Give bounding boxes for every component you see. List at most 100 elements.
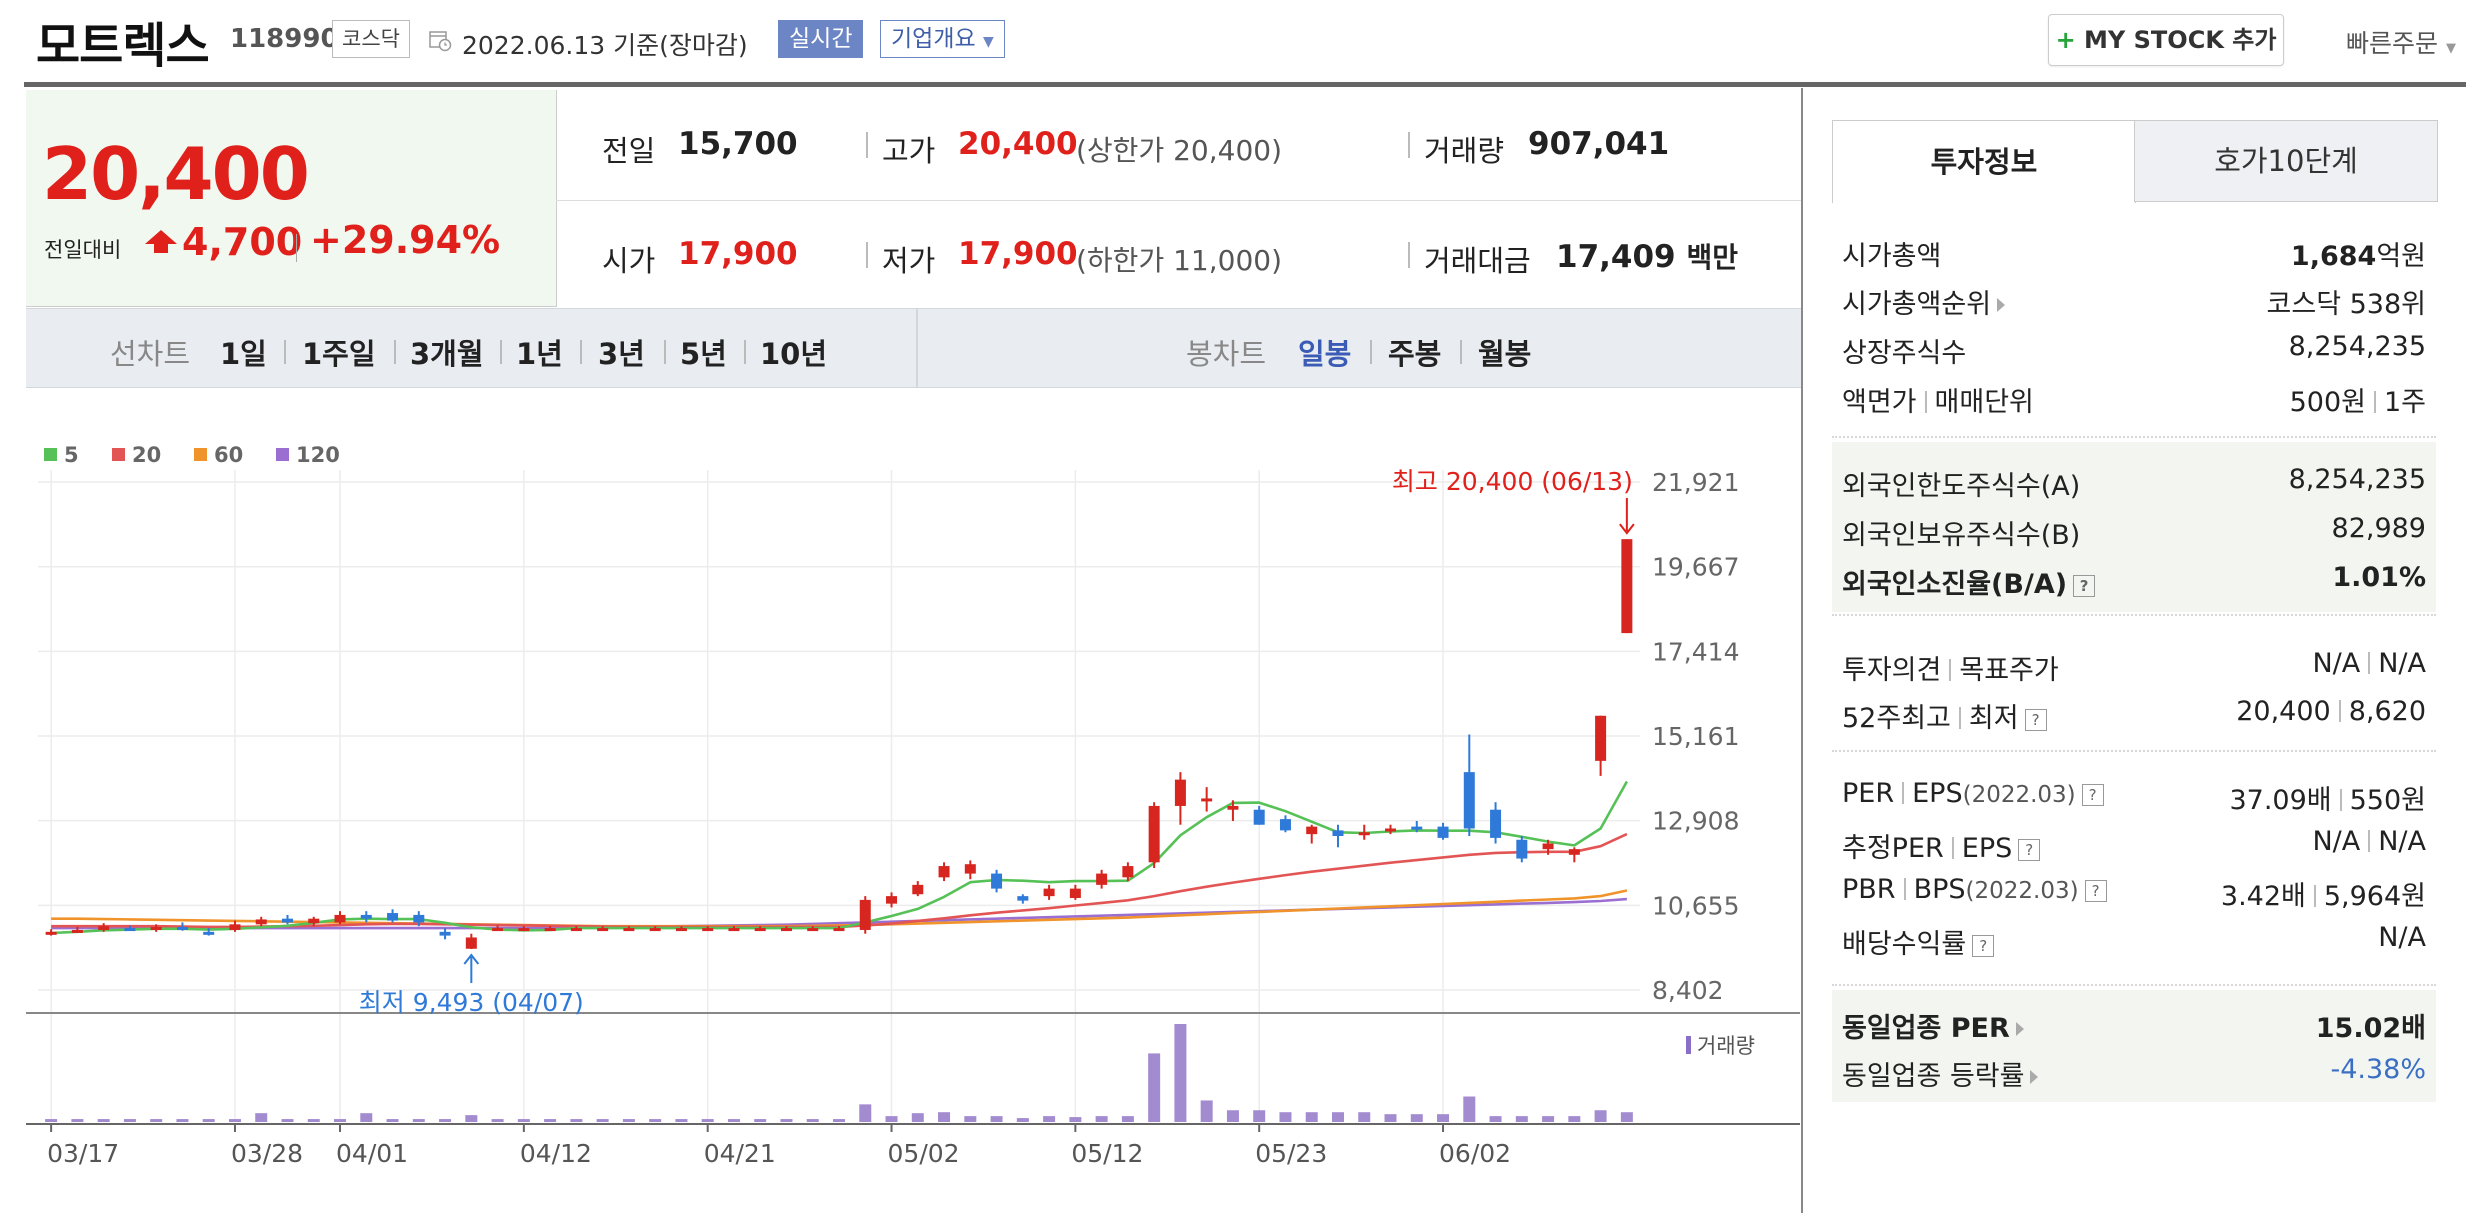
sector-per-row[interactable]: 동일업종 PER 15.02배 xyxy=(1842,1006,2426,1054)
volume-bar xyxy=(360,1113,373,1122)
volume-bar xyxy=(202,1119,215,1122)
legend-swatch xyxy=(44,448,57,461)
candle-body xyxy=(912,884,924,895)
candle-daily[interactable]: 일봉 xyxy=(1298,337,1352,371)
volume-bar xyxy=(1043,1116,1056,1122)
help-icon[interactable]: ? xyxy=(2024,709,2047,731)
realtime-button[interactable]: 실시간 xyxy=(778,20,864,58)
volume-bar xyxy=(228,1119,241,1122)
volume-bar xyxy=(334,1119,347,1122)
up-arrow-icon xyxy=(145,230,177,253)
candle-body xyxy=(754,928,766,932)
volume-bar xyxy=(806,1119,819,1122)
range-1w[interactable]: 1주일 xyxy=(302,337,376,371)
candle-body xyxy=(150,926,162,930)
candle-body xyxy=(1253,809,1265,825)
volume-bar xyxy=(754,1119,767,1122)
candle-body xyxy=(1542,843,1554,850)
help-icon[interactable]: ? xyxy=(2084,880,2107,902)
range-3y[interactable]: 3년 xyxy=(598,337,645,371)
min-price-annotation: 최저 9,493 (04/07) xyxy=(359,988,584,1017)
price-change: 4,700 xyxy=(182,220,303,264)
company-overview-dropdown[interactable]: 기업개요 ▼ xyxy=(880,20,1005,58)
cap-rank-row[interactable]: 시가총액순위 코스닥 538위 xyxy=(1842,282,2426,330)
candle-body xyxy=(1096,873,1108,885)
volume-bar xyxy=(1253,1110,1266,1122)
par-unit-value: 500원 1주 xyxy=(2289,387,2426,418)
moving-average-lines xyxy=(51,780,1629,935)
stock-chart[interactable]: 5 20 60 120 21,921 19,667 17,414 15,161 12,908 1… xyxy=(0,430,1800,1213)
volume-bar xyxy=(517,1119,530,1122)
volume-bar xyxy=(150,1119,163,1122)
volume-bar xyxy=(123,1119,136,1122)
candle-weekly[interactable]: 주봉 xyxy=(1388,337,1442,371)
y-tick-label: 10,655 xyxy=(1652,891,1739,920)
range-1d[interactable]: 1일 xyxy=(220,337,267,371)
candle-body xyxy=(570,928,582,932)
volume-bar xyxy=(45,1119,58,1122)
candle-body xyxy=(675,928,687,932)
volume-bar xyxy=(938,1112,951,1122)
range-3m[interactable]: 3개월 xyxy=(410,337,484,371)
divider xyxy=(866,132,868,158)
divider xyxy=(580,340,582,364)
candle-body xyxy=(439,931,451,936)
company-overview-label: 기업개요 xyxy=(891,26,976,52)
candle-body xyxy=(1437,826,1449,838)
volume-legend-swatch xyxy=(1686,1036,1691,1054)
foreign-limit-row: 외국인한도주식수(A) 8,254,235 xyxy=(1842,464,2426,512)
volume-bar xyxy=(1279,1112,1292,1122)
high-value: 20,400 xyxy=(958,126,1078,162)
help-icon[interactable]: ? xyxy=(2073,575,2096,597)
volume-bar xyxy=(1121,1116,1134,1122)
y-axis-ticks: 21,921 19,667 17,414 15,161 12,908 10,655 8,40… xyxy=(1652,468,1739,1005)
divider xyxy=(394,340,396,364)
divider xyxy=(1408,132,1410,158)
per-eps-row: PER EPS(2022.03)? 37.09배 550원 xyxy=(1842,778,2426,826)
caret-down-icon: ▼ xyxy=(982,34,994,50)
opinion-label: 투자의견 목표주가 xyxy=(1842,655,2059,686)
add-mystock-button[interactable]: + MY STOCK 추가 xyxy=(2048,14,2284,66)
sector-change-row[interactable]: 동일업종 등락률 -4.38% xyxy=(1842,1054,2426,1102)
prev-day-label: 전일대비 xyxy=(44,238,122,262)
candle-body xyxy=(308,918,320,924)
x-tick-label: 04/01 xyxy=(336,1139,408,1168)
tab-invest-info[interactable]: 투자정보 xyxy=(1832,120,2136,203)
volume-bar xyxy=(1594,1110,1607,1122)
cap-rank-value: 코스닥 538위 xyxy=(2266,289,2426,320)
help-icon[interactable]: ? xyxy=(2081,784,2104,806)
volume-bar xyxy=(544,1119,557,1122)
candle-body xyxy=(991,873,1003,889)
volume-bar xyxy=(701,1119,714,1122)
legend-label: 120 xyxy=(296,443,340,467)
volume-bar xyxy=(649,1119,662,1122)
candle-body xyxy=(1148,805,1160,863)
volume-bar xyxy=(911,1113,924,1122)
volume-bar xyxy=(990,1116,1003,1122)
panel-divider xyxy=(1801,88,1803,1213)
candle-monthly[interactable]: 월봉 xyxy=(1478,337,1532,371)
range-10y[interactable]: 10년 xyxy=(760,337,828,371)
volume-bar xyxy=(964,1116,977,1122)
volume-bar xyxy=(596,1119,609,1122)
dividend-row: 배당수익률? N/A xyxy=(1842,922,2426,970)
candle-body xyxy=(98,926,110,930)
chart-period-bar xyxy=(26,308,1802,388)
moving-average-5 xyxy=(51,780,1629,935)
help-icon[interactable]: ? xyxy=(1972,935,1995,957)
candle-body xyxy=(1122,866,1134,878)
help-icon[interactable]: ? xyxy=(2018,839,2041,861)
divider xyxy=(284,340,286,364)
volume-bar xyxy=(1463,1096,1476,1122)
range-1y[interactable]: 1년 xyxy=(516,337,563,371)
plus-icon: + xyxy=(2055,26,2076,54)
quick-order-button[interactable]: 빠른주문 ▼ xyxy=(2346,24,2456,60)
candle-body xyxy=(938,866,950,878)
pbr-bps-row: PBR BPS(2022.03)? 3.42배 5,964원 xyxy=(1842,874,2426,922)
volume-bar xyxy=(1226,1110,1239,1122)
volume-bar xyxy=(833,1119,845,1122)
divider xyxy=(1408,242,1410,268)
range-5y[interactable]: 5년 xyxy=(680,337,727,371)
tab-order-book[interactable]: 호가10단계 xyxy=(2134,120,2438,202)
volume-bar xyxy=(1568,1116,1581,1122)
